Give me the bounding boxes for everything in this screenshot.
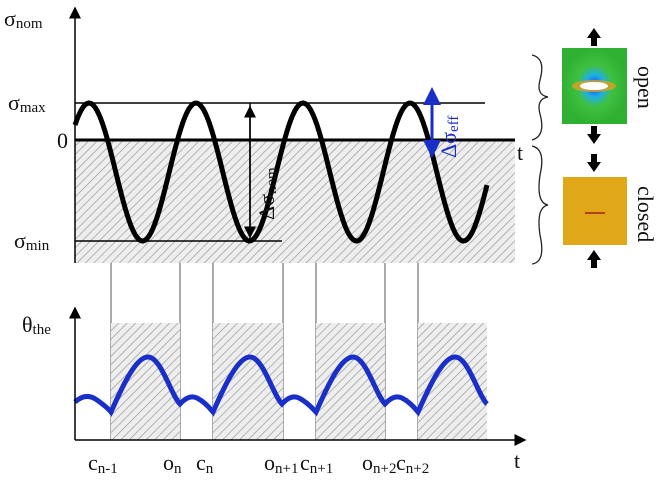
event-label-main: o	[163, 450, 174, 475]
bottom-y-label: θthe	[22, 312, 51, 338]
event-label-main: c	[300, 450, 310, 475]
event-label: on+1	[264, 450, 298, 477]
top-t-label: t	[517, 140, 523, 165]
compression-region	[75, 140, 515, 263]
event-label-sub: n+1	[310, 461, 333, 477]
closed-label: closed	[633, 186, 658, 242]
event-labels: cn-1 on cn on+1 cn+1 on+2 cn+2	[88, 450, 429, 477]
event-label: cn+1	[300, 450, 333, 477]
min-label: σmin	[14, 228, 50, 254]
event-label-main: c	[88, 450, 98, 475]
open-label: open	[633, 66, 658, 109]
arrow-down	[587, 126, 601, 144]
brace	[531, 145, 549, 265]
bottom-t-label: t	[514, 448, 520, 473]
event-label-main: c	[196, 450, 206, 475]
event-label-main: c	[396, 450, 406, 475]
event-label-main: o	[362, 450, 373, 475]
event-label-sub: n+1	[275, 461, 298, 477]
nom-range-label: Δσnom	[254, 167, 280, 220]
max-label: σmax	[8, 90, 46, 116]
event-label-sub: n+2	[373, 461, 396, 477]
event-label: cn-1	[88, 450, 118, 477]
event-label: cn	[196, 450, 214, 477]
event-label: on	[163, 450, 182, 477]
closed-crack-image	[563, 177, 627, 245]
bottom-axes	[69, 306, 527, 446]
zero-label: 0	[57, 128, 68, 153]
event-label: cn+2	[396, 450, 429, 477]
arrow-down	[587, 154, 601, 172]
crack	[580, 82, 608, 90]
event-label-sub: n-1	[98, 461, 118, 477]
arrow-up	[587, 250, 601, 268]
lines	[69, 6, 515, 263]
event-label-main: o	[264, 450, 275, 475]
event-label: on+2	[362, 450, 396, 477]
brace	[531, 54, 549, 141]
temperature-curve	[73, 354, 489, 417]
event-label-sub: n+2	[406, 461, 429, 477]
stress-curve	[72, 100, 490, 244]
event-label-sub: n	[174, 461, 182, 477]
event-label-sub: n	[206, 461, 214, 477]
eff-range-label: Δσeff	[436, 116, 462, 158]
top-y-label: σnom	[4, 6, 43, 32]
arrow-up	[587, 28, 601, 46]
